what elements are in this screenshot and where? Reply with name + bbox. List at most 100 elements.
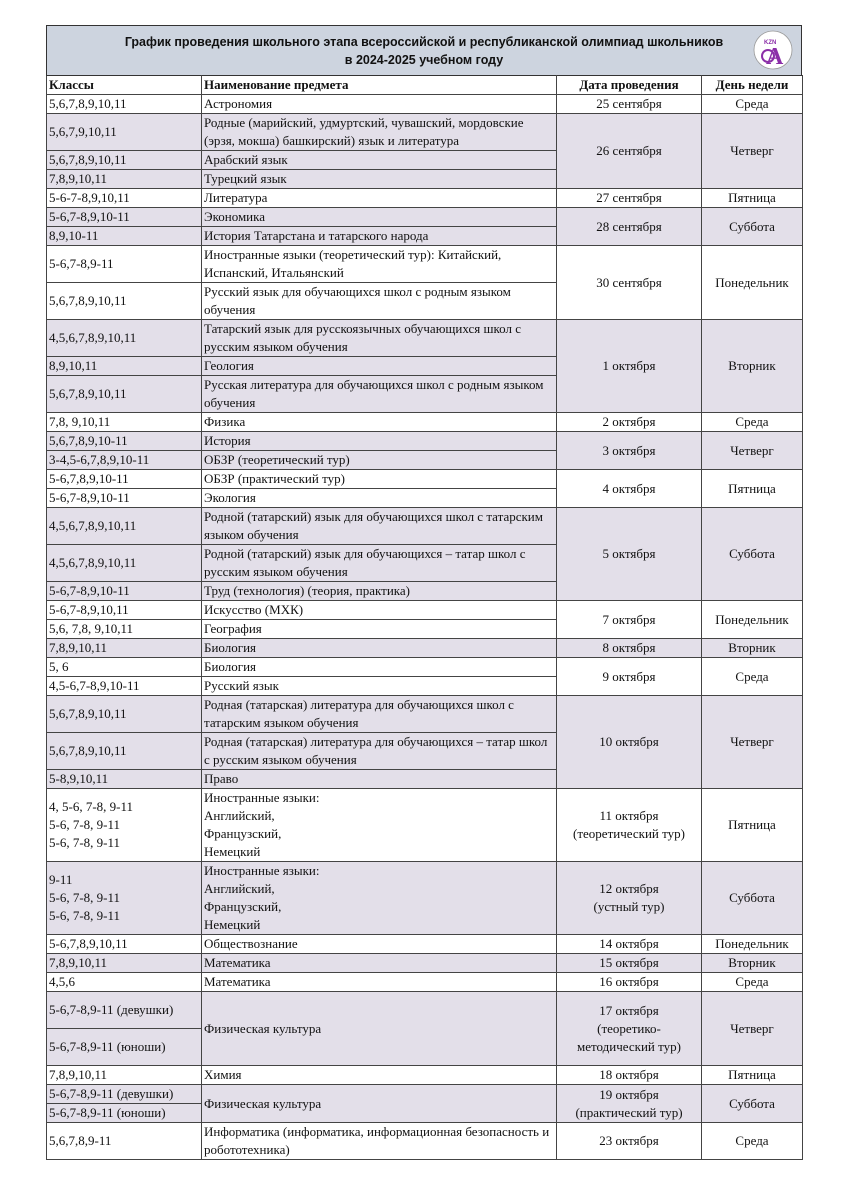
classes-cell: 8,9,10,11 [46, 356, 202, 376]
classes-cell: 7,8,9,10,11 [46, 638, 202, 658]
classes-cell: 5-6,7-8,9,10-11 [46, 207, 202, 227]
header-date: Дата проведения [556, 75, 702, 95]
date-cell: 10 октября [556, 695, 702, 789]
classes-cell: 5-6,7-8,9-11 [46, 245, 202, 283]
subject-cell: Информатика (информатика, информационная… [201, 1122, 557, 1160]
title-line-1: График проведения школьного этапа всерос… [124, 35, 724, 49]
weekday-cell: Вторник [701, 319, 803, 413]
weekday-cell: Четверг [701, 991, 803, 1066]
classes-cell: 9-11 5-6, 7-8, 9-11 5-6, 7-8, 9-11 [46, 861, 202, 935]
subject-cell: Родной (татарский) язык для обучающихся … [201, 507, 557, 545]
table-row: 5-6,7-8,9,10-11 Труд (технология) (теория… [46, 581, 803, 601]
date-cell: 28 сентября [556, 207, 702, 246]
weekday-cell: Пятница [701, 469, 803, 508]
subject-cell: История Татарстана и татарского народа [201, 226, 557, 246]
subject-cell: Химия [201, 1065, 557, 1085]
date-cell: 14 октября [556, 934, 702, 954]
date-cell: 18 октября [556, 1065, 702, 1085]
date-cell: 16 октября [556, 972, 702, 992]
subject-cell: Искусство (МХК) [201, 600, 557, 620]
table-row: 5,6,7,9,10,11 Родные (марийский, удмуртск… [46, 113, 803, 189]
subject-cell: Родная (татарская) литература для обучаю… [201, 695, 557, 733]
weekday-cell: Суббота [701, 861, 803, 935]
subject-cell: История [201, 431, 557, 451]
table-row: 4,5,6 Математика 16 октября Среда [46, 972, 803, 992]
classes-cell: 4,5,6,7,8,9,10,11 [46, 507, 202, 545]
classes-cell: 4, 5-6, 7-8, 9-11 5-6, 7-8, 9-11 5-6, 7-… [46, 788, 202, 862]
table-row: 8,9,10-11 История Татарстана и татарского… [46, 226, 803, 246]
table-row: 5,6,7,8,9,10,11 Астрономия 25 сентября Сред… [46, 94, 803, 114]
table-row: 7,8,9,10,11 Математика 15 октября Вторник [46, 953, 803, 973]
table-row: 7,8,9,10,11 Биология 8 октября Вторник [46, 638, 803, 658]
subject-cell: Биология [201, 638, 557, 658]
classes-cell: 5-6,7-8,9-11 (юноши) [46, 1028, 202, 1066]
classes-cell: 4,5,6,7,8,9,10,11 [46, 319, 202, 357]
header-day: День недели [701, 75, 803, 95]
subject-cell: Астрономия [201, 94, 557, 114]
classes-cell: 5-6,7-8,9,10-11 [46, 488, 202, 508]
table-row: 5-6,7,8,9,10,11 Обществознание 14 октября П… [46, 934, 803, 954]
table-row: 5-6,7,8,9,10-11 ОБЗР (практический тур) 4 … [46, 469, 803, 508]
date-cell: 8 октября [556, 638, 702, 658]
subject-cell: Экология [201, 488, 557, 508]
weekday-cell: Понедельник [701, 245, 803, 320]
date-cell: 3 октября [556, 431, 702, 470]
weekday-cell: Понедельник [701, 600, 803, 639]
subject-cell: Русский язык для обучающихся школ с родн… [201, 282, 557, 320]
table-body: 5,6,7,8,9,10,11 Астрономия 25 сентября Сред… [46, 94, 803, 1160]
table-row: 5, 6 Биология 9 октября Среда [46, 657, 803, 696]
subject-cell: Иностранные языки (теоретический тур): К… [201, 245, 557, 283]
subject-cell: Математика [201, 953, 557, 973]
subject-cell: Обществознание [201, 934, 557, 954]
classes-cell: 5,6,7,8,9,10,11 [46, 94, 202, 114]
classes-cell: 5,6,7,8,9,10-11 [46, 431, 202, 451]
title-banner: График проведения школьного этапа всерос… [46, 25, 802, 75]
table-row: 5-6,7-8,9-11 (девушки) Физическая культур… [46, 991, 803, 1066]
classes-cell: 5-6,7-8,9,10,11 [46, 600, 202, 620]
date-cell: 26 сентября [556, 113, 702, 189]
date-cell: 11 октября (теоретический тур) [556, 788, 702, 862]
table-row: 5-6,7-8,9-11 Иностранные языки (теоретиче… [46, 245, 803, 320]
subject-cell: Арабский язык [201, 150, 557, 170]
subject-cell: Физика [201, 412, 557, 432]
subject-cell: Литература [201, 188, 557, 208]
table-row: 5-6-7-8,9,10,11 Литература 27 сентября Пятн… [46, 188, 803, 208]
classes-cell: 5,6,7,8,9,10,11 [46, 282, 202, 320]
subject-cell: Родные (марийский, удмуртский, чувашский… [201, 113, 557, 151]
table-row: 5,6,7,8,9,10,11 Родная (татарская) литера… [46, 695, 803, 789]
date-cell: 1 октября [556, 319, 702, 413]
classes-cell: 7,8,9,10,11 [46, 953, 202, 973]
date-cell: 19 октября (практический тур) [556, 1084, 702, 1123]
table-row: 5,6,7,8,9-11 Информатика (информатика, ин… [46, 1122, 803, 1160]
weekday-cell: Суббота [701, 1084, 803, 1123]
classes-cell: 4,5,6,7,8,9,10,11 [46, 544, 202, 582]
weekday-cell: Вторник [701, 638, 803, 658]
table-row: 7,8,9,10,11 Турецкий язык [46, 169, 803, 189]
weekday-cell: Понедельник [701, 934, 803, 954]
classes-cell: 5-8,9,10,11 [46, 769, 202, 789]
subject-cell: Иностранные языки: Английский, Французск… [201, 788, 557, 862]
table-row: 9-11 5-6, 7-8, 9-11 5-6, 7-8, 9-11 Иностр… [46, 861, 803, 935]
weekday-cell: Пятница [701, 1065, 803, 1085]
table-row: 7,8, 9,10,11 Физика 2 октября Среда [46, 412, 803, 432]
olympiad-logo-icon: KZN А [753, 30, 793, 70]
classes-cell: 5,6,7,8,9,10,11 [46, 695, 202, 733]
subject-cell: Экономика [201, 207, 557, 227]
classes-cell: 5, 6 [46, 657, 202, 677]
classes-cell: 7,8, 9,10,11 [46, 412, 202, 432]
table-row: 3-4,5-6,7,8,9,10-11 ОБЗР (теоретический т… [46, 450, 803, 470]
weekday-cell: Вторник [701, 953, 803, 973]
weekday-cell: Пятница [701, 788, 803, 862]
table-row: 5,6,7,8,9,10,11 Родная (татарская) литера… [46, 732, 803, 770]
weekday-cell: Четверг [701, 695, 803, 789]
svg-text:А: А [766, 44, 784, 70]
classes-cell: 5,6,7,8,9-11 [46, 1122, 202, 1160]
subject-cell: Иностранные языки: Английский, Французск… [201, 861, 557, 935]
date-cell: 25 сентября [556, 94, 702, 114]
table-row: 4,5,6,7,8,9,10,11 Родной (татарский) язык… [46, 507, 803, 601]
subject-cell: Физическая культура [201, 1084, 557, 1123]
table-row: 5-6,7-8,9-11 (девушки) Физическая культур… [46, 1084, 803, 1123]
weekday-cell: Суббота [701, 507, 803, 601]
weekday-cell: Среда [701, 972, 803, 992]
header-subject: Наименование предмета [201, 75, 557, 95]
